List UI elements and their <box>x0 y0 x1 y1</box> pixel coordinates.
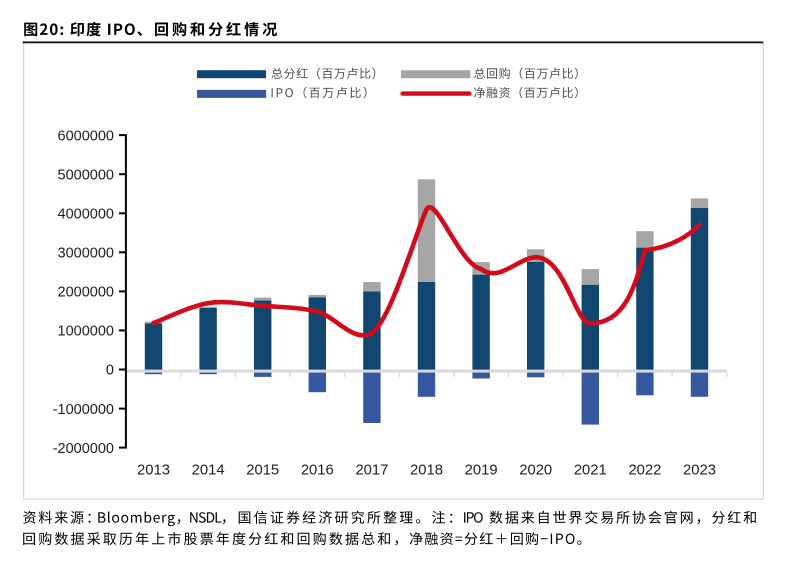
svg-text:2013: 2013 <box>137 462 170 478</box>
svg-text:4000000: 4000000 <box>58 207 114 223</box>
svg-text:2016: 2016 <box>301 462 334 478</box>
svg-text:6000000: 6000000 <box>58 128 114 144</box>
svg-text:2021: 2021 <box>574 462 607 478</box>
svg-text:5000000: 5000000 <box>58 167 114 183</box>
svg-text:-1000000: -1000000 <box>53 402 114 418</box>
svg-text:2018: 2018 <box>410 462 443 478</box>
svg-text:-2000000: -2000000 <box>53 441 114 457</box>
svg-text:2017: 2017 <box>355 462 388 478</box>
svg-text:1000000: 1000000 <box>58 324 114 340</box>
svg-text:2014: 2014 <box>192 462 225 478</box>
svg-text:0: 0 <box>106 363 114 379</box>
svg-text:2015: 2015 <box>246 462 279 478</box>
svg-text:2022: 2022 <box>628 462 661 478</box>
svg-text:2023: 2023 <box>683 462 716 478</box>
svg-text:2000000: 2000000 <box>58 285 114 301</box>
svg-text:3000000: 3000000 <box>58 246 114 262</box>
svg-text:2019: 2019 <box>465 462 498 478</box>
svg-text:2020: 2020 <box>519 462 552 478</box>
